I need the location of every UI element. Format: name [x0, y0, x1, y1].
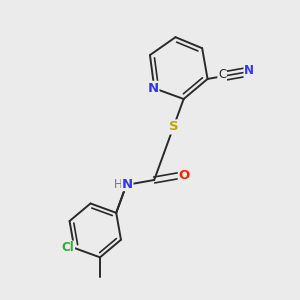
Text: S: S [169, 120, 178, 134]
Text: Cl: Cl [61, 242, 74, 254]
Text: O: O [179, 169, 190, 182]
Text: H: H [114, 178, 122, 190]
Text: N: N [244, 64, 254, 77]
Text: N: N [147, 82, 158, 95]
Text: N: N [122, 178, 133, 190]
Text: C: C [218, 68, 226, 81]
